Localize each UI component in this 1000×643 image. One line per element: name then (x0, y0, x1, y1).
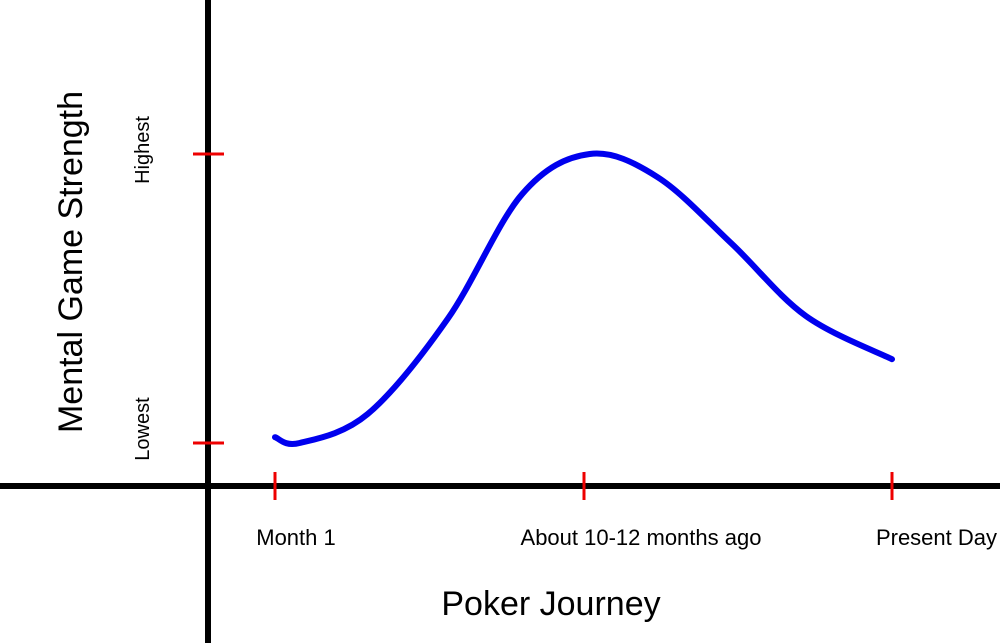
series-line (272, 150, 895, 447)
x-axis-label: Poker Journey (441, 585, 660, 623)
x-tick-label-10-12-months: About 10-12 months ago (521, 525, 762, 550)
x-tick-label-present-day: Present Day (876, 525, 997, 550)
y-tick-label-lowest: Lowest (132, 397, 154, 461)
y-tick-label-highest: Highest (132, 116, 154, 184)
x-tick-label-month-1: Month 1 (256, 525, 336, 550)
y-axis-label: Mental Game Strength (52, 91, 90, 433)
